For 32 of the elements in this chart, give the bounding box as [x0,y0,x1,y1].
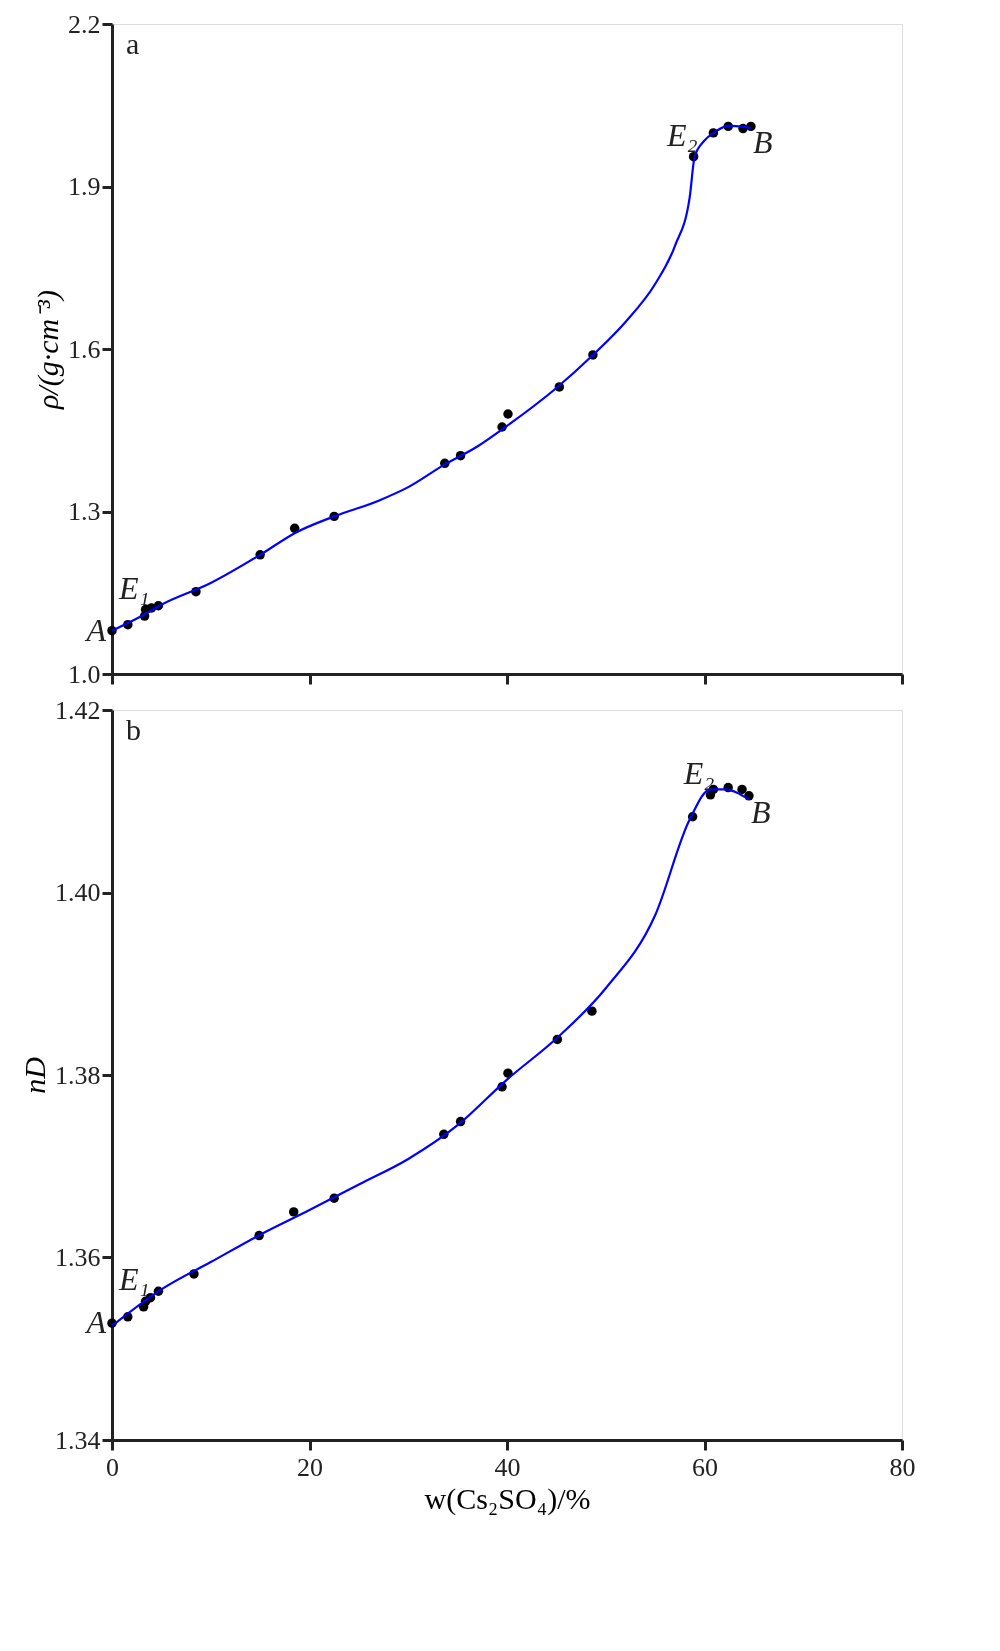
x-tick-label: 60 [692,1452,718,1482]
annotation: A [84,1304,107,1341]
point [737,784,747,795]
annotation: E₂ [665,116,698,153]
y-tick-label: 1.34 [55,1425,101,1455]
point [587,1006,597,1016]
y-tick-label: 1.3 [68,497,101,526]
annotation: B [750,793,771,830]
x-tick-label: 20 [297,1452,323,1482]
x-tick-label: 0 [106,1452,119,1482]
x-axis-title: w(Cs₂SO₄)/% [424,1481,591,1516]
y-tick-label: 1.42 [55,695,101,725]
y-tick-label: 1.0 [68,659,101,689]
annotation: E₂ [682,754,715,791]
annotation: b [126,713,141,746]
annotation: A [84,611,107,648]
y-tick-label: 1.38 [55,1060,101,1090]
y-tick-label: 1.9 [68,172,101,201]
y-tick-label: 2.2 [68,9,101,39]
y-tick-label: 1.40 [55,878,101,907]
point [288,1207,299,1217]
annotation: E₁ [117,1261,150,1298]
annotation: B [752,124,773,161]
y-tick-label: 1.36 [55,1243,101,1272]
y-axis-title: nD [18,1056,51,1094]
x-tick-label: 40 [494,1452,521,1482]
x-tick-label: 80 [889,1452,916,1482]
annotation: a [126,27,140,60]
point [503,409,513,419]
y-tick-label: 1.6 [68,334,101,364]
y-axis-title: ρ/(g·cm⁻³) [31,289,65,411]
annotation: E₁ [117,569,150,606]
